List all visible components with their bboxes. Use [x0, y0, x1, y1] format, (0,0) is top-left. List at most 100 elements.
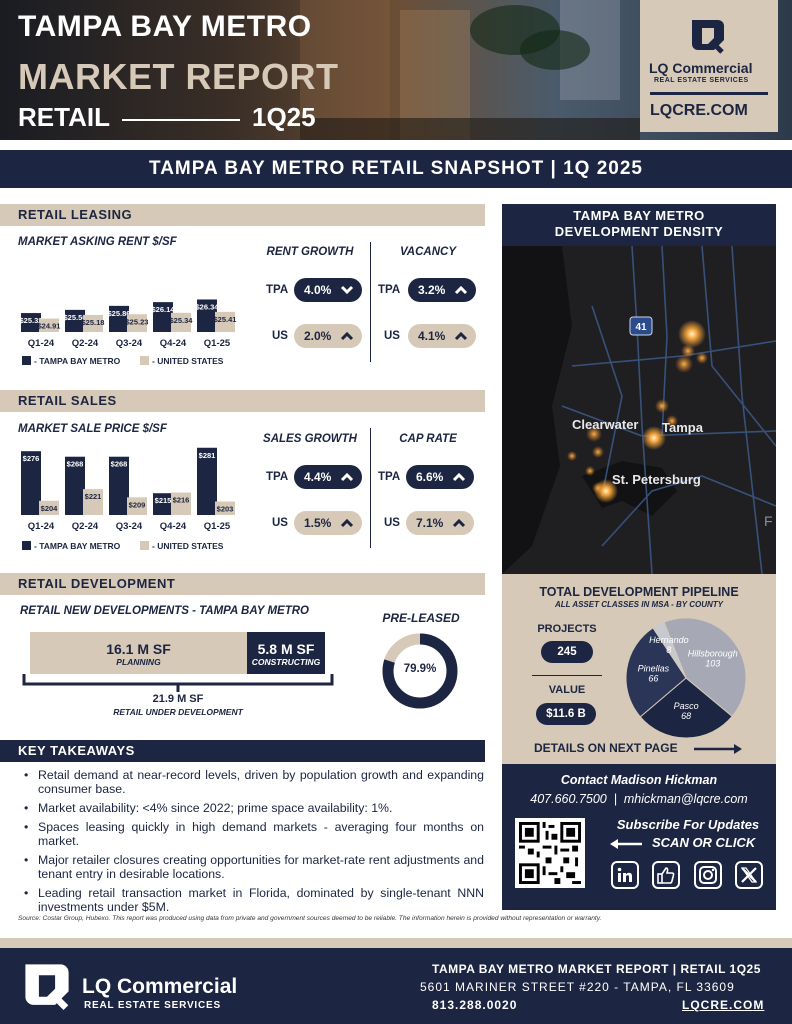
footer-logo-name: LQ Commercial: [82, 975, 238, 998]
rent-growth-tpa-value: 4.0%: [304, 283, 332, 297]
x-tick-label: Q1-24: [28, 521, 55, 532]
pie-value: 8: [666, 645, 671, 655]
sale-chart-title: MARKET SALE PRICE $/SF: [18, 423, 167, 435]
takeaway-item: Major retailer closures creating opportu…: [24, 853, 484, 881]
data-label: $221: [85, 492, 102, 501]
sales-growth-label: SALES GROWTH: [263, 433, 357, 445]
pie-value: 103: [705, 659, 720, 669]
map-title-line2: DEVELOPMENT DENSITY: [554, 224, 724, 239]
map-label-clearwater: Clearwater: [572, 417, 638, 432]
bar-us: [127, 497, 147, 515]
total-development-value: 21.9 M SF: [152, 693, 204, 705]
planning-value: 16.1 M SF: [106, 641, 171, 657]
bar-tampa: [197, 447, 217, 515]
footer-address: 5601 MARINER STREET #220 - TAMPA, FL 336…: [420, 980, 735, 994]
footer-phone[interactable]: 813.288.0020: [432, 998, 518, 1012]
takeaway-item: Spaces leasing quickly in high demand ma…: [24, 820, 484, 848]
pie-slice: [625, 627, 687, 718]
legend-tampa-swatch: [22, 356, 31, 365]
cap-rate-us-label: US: [384, 517, 400, 529]
contact-email[interactable]: mhickman@lqcre.com: [623, 792, 748, 806]
map-title-line1: TAMPA BAY METRO: [573, 208, 705, 223]
data-label: $25.86: [108, 309, 131, 318]
legend-us-swatch: [140, 356, 149, 365]
chevron-up-icon: [340, 331, 354, 341]
legend-us-swatch: [140, 541, 149, 550]
details-next-page-link[interactable]: DETAILS ON NEXT PAGE: [534, 741, 678, 755]
source-note: Source: Costar Group, Hubexo. This repor…: [18, 915, 602, 922]
x-tick-label: Q4-24: [160, 338, 187, 349]
bar-us: [215, 311, 235, 332]
rent-growth-tpa-pill: 4.0%: [294, 278, 362, 302]
map-title: TAMPA BAY METRO DEVELOPMENT DENSITY: [502, 208, 776, 240]
preleased-donut: [382, 633, 458, 709]
bar-tampa: [109, 305, 129, 332]
cap-rate-label: CAP RATE: [399, 433, 457, 445]
sale-price-chart: $276 $204 Q1-24 $268 $221 Q2-24 $268 $209 Q3-24 $…: [21, 447, 235, 532]
x-tick-label: Q2-24: [72, 521, 99, 532]
vacancy-tpa-pill: 3.2%: [408, 278, 476, 302]
pipeline-subtitle: ALL ASSET CLASSES IN MSA - BY COUNTY: [554, 600, 723, 609]
footer-logo-icon: [25, 964, 69, 1010]
data-label: $24.91: [38, 322, 61, 331]
takeaways-list: Retail demand at near-record levels, dri…: [24, 768, 484, 919]
instagram-icon[interactable]: [694, 861, 722, 889]
cap-rate-us-value: 7.1%: [416, 516, 444, 530]
leasing-divider: [370, 242, 371, 362]
bar-us: [39, 500, 59, 515]
sales-growth-us-pill: 1.5%: [294, 511, 362, 535]
legend-us-label: - UNITED STATES: [152, 356, 224, 366]
data-label: $25.56: [64, 313, 87, 322]
asking-rent-chart: $25.32$24.91 Q1-24 $25.56$25.18 Q2-24 $25.86…: [20, 299, 237, 349]
bar-us: [171, 492, 191, 515]
pie-label: Pinellas: [638, 663, 670, 673]
arrow-left-icon: [610, 839, 642, 849]
section-retail-leasing: RETAIL LEASING: [0, 204, 485, 226]
facebook-like-icon[interactable]: [652, 861, 680, 889]
preleased-label: PRE-LEASED: [382, 611, 460, 625]
bar-tampa: [65, 456, 85, 515]
bar-tampa: [65, 309, 85, 332]
quarter-label: 1Q25: [252, 102, 316, 132]
data-label: $25.41: [214, 315, 237, 324]
legend-tampa-label: - TAMPA BAY METRO: [34, 356, 121, 366]
bar-us: [83, 489, 103, 515]
footer-website-link[interactable]: LQCRE.COM: [682, 998, 765, 1012]
cap-rate-tpa-value: 6.6%: [416, 470, 444, 484]
development-subtitle: RETAIL NEW DEVELOPMENTS - TAMPA BAY METR…: [20, 605, 309, 617]
logo-divider: [650, 92, 768, 95]
x-twitter-icon[interactable]: [735, 861, 763, 889]
footer: [0, 948, 792, 1024]
vacancy-tpa-label: TPA: [378, 284, 401, 296]
contact-line: 407.660.7500 | mhickman@lqcre.com: [502, 792, 776, 806]
contact-phone[interactable]: 407.660.7500: [530, 792, 607, 806]
data-label: $25.23: [126, 317, 149, 326]
qr-code[interactable]: [515, 818, 585, 888]
bar-us: [171, 312, 191, 332]
development-density-map[interactable]: 41 Clearwater Tampa St. Petersburg F: [502, 246, 776, 574]
rent-growth-us-label: US: [272, 330, 288, 342]
bar-tampa: [197, 299, 217, 332]
linkedin-icon[interactable]: [611, 861, 639, 889]
data-label: $25.18: [82, 318, 105, 327]
x-tick-label: Q2-24: [72, 338, 99, 349]
section-retail-development: RETAIL DEVELOPMENT: [0, 573, 485, 595]
pie-slice: [639, 677, 733, 739]
details-next-page-label: DETAILS ON NEXT PAGE: [534, 741, 678, 755]
header-website-link[interactable]: LQCRE.COM: [650, 102, 748, 119]
vacancy-us-value: 4.1%: [418, 329, 446, 343]
data-label: $25.34: [170, 316, 194, 325]
map-label-st-petersburg: St. Petersburg: [612, 472, 701, 487]
bar-tampa: [153, 493, 173, 515]
data-label: $26.34: [196, 302, 220, 311]
sales-growth-us-value: 1.5%: [304, 516, 332, 530]
pie-label: Pasco: [674, 701, 699, 711]
development-bracket: [22, 674, 334, 692]
contact-heading: Contact Madison Hickman: [560, 773, 718, 787]
pie-label: Hernando: [649, 635, 689, 645]
data-label: $276: [23, 454, 40, 463]
chevron-up-icon: [340, 472, 354, 482]
arrow-right-icon: [694, 744, 742, 754]
sector-label: RETAIL: [18, 102, 110, 132]
